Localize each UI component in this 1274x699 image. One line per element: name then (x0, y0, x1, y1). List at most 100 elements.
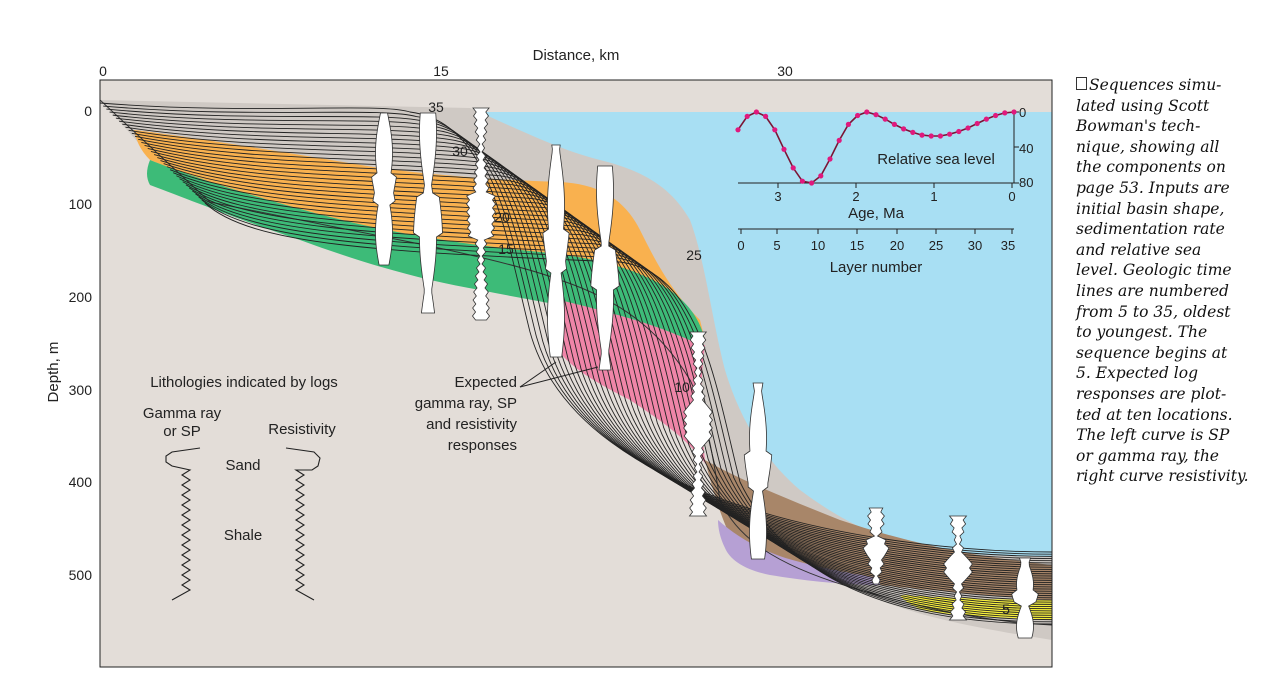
y-axis-title: Depth, m (45, 342, 62, 403)
time-line (195, 193, 1052, 618)
well-log (743, 382, 773, 560)
time-line (160, 160, 1052, 594)
time-line (192, 190, 1052, 616)
resistivity-label: Resistivity (268, 421, 336, 438)
well-log (682, 331, 714, 517)
sea-level-point (947, 131, 953, 137)
sea-level-point (864, 109, 870, 115)
inset-series-label: Relative sea level (877, 151, 995, 168)
legend-resistivity-curve (285, 447, 321, 601)
caption-line: ted at ten locations. (1076, 405, 1233, 424)
callout-line-2: gamma ray, SP (415, 395, 517, 412)
sea-level-point (818, 173, 824, 179)
well-log (542, 144, 570, 358)
sea-level-point (799, 178, 806, 184)
well-logs (371, 107, 1039, 639)
sea-level-point (735, 127, 741, 133)
caption-line: responses are plot- (1076, 384, 1227, 403)
sea-level-point (891, 121, 898, 127)
time-line (204, 202, 1052, 625)
sea-level-point (827, 156, 833, 162)
well-log (371, 112, 397, 266)
callout-line-3: and resistivity (426, 416, 517, 433)
sea-level-point (983, 116, 990, 122)
timeline-label-30: 30 (452, 143, 468, 159)
x-tick-0: 0 (99, 63, 107, 79)
time-line (109, 111, 1052, 559)
callout-line-1: Expected (454, 374, 517, 391)
caption-line: sedimentation rate (1076, 220, 1225, 239)
sea-level-point (753, 109, 760, 115)
time-line (198, 196, 1052, 621)
sea-level-point (937, 133, 944, 139)
sea-level-point (910, 129, 916, 135)
time-line (169, 169, 1052, 601)
callout-leader-1 (519, 361, 557, 388)
sea-level-point (1011, 109, 1017, 115)
x-tick-15: 15 (433, 63, 449, 79)
caption-line: 5. Expected log (1076, 364, 1199, 383)
time-line (141, 141, 1052, 581)
inset-age-tick-0: 0 (1008, 189, 1015, 204)
sea-level-point (809, 180, 815, 186)
well-log (943, 515, 973, 621)
sea-level-point (919, 132, 925, 138)
y-tick-500: 500 (69, 567, 93, 583)
time-line (201, 199, 1052, 623)
layer-tick-20: 20 (890, 238, 904, 253)
sea-level-point (873, 112, 879, 118)
caption-line: and relative sea (1076, 240, 1202, 259)
time-line (134, 135, 1052, 577)
time-line (179, 178, 1052, 607)
layer-tick-15: 15 (850, 238, 864, 253)
lithology-legend-title: Lithologies indicated by logs (150, 374, 338, 391)
sea-level-point (965, 125, 971, 131)
y-tick-0: 0 (84, 103, 92, 119)
sea-level-point (772, 127, 778, 133)
caption-line: The left curve is SP (1076, 426, 1230, 445)
sea-level-point (744, 113, 750, 119)
time-line (144, 144, 1052, 583)
sea-level-point (781, 146, 787, 152)
layer-tick-35: 35 (1001, 238, 1015, 253)
well-log (413, 112, 443, 314)
layer-tick-0: 0 (737, 238, 744, 253)
time-line (173, 172, 1052, 603)
caption-line: nique, showing all (1076, 137, 1220, 156)
time-line (131, 132, 1052, 575)
purple-unit (718, 520, 880, 585)
time-line (185, 184, 1052, 612)
timeline-label-15: 15 (498, 241, 514, 257)
time-line (128, 129, 1052, 573)
inset-age-title: Age, Ma (848, 205, 905, 222)
plot-frame (99, 79, 1053, 668)
inset-right-tick-40: 40 (1019, 141, 1033, 156)
caption-line: right curve resistivity. (1076, 467, 1249, 486)
well-log (590, 165, 620, 371)
time-line (176, 175, 1052, 605)
time-line (112, 114, 1052, 562)
time-line (119, 120, 1052, 566)
gray-sediments (100, 100, 1052, 640)
geologic-time-lines (100, 102, 1052, 625)
caption-line: lines are numbered (1076, 281, 1229, 300)
timeline-label-5: 5 (1002, 601, 1010, 617)
layer-tick-30: 30 (968, 238, 982, 253)
callout-leader-2 (519, 366, 599, 388)
time-line (188, 187, 1052, 614)
sea-level-point (1002, 110, 1008, 116)
sea-level-point (928, 133, 934, 139)
layer-tick-5: 5 (773, 238, 780, 253)
or-sp-label: or SP (163, 423, 201, 440)
caption-line: sequence begins at (1076, 343, 1228, 362)
well-log (1011, 557, 1039, 639)
timeline-label-25: 25 (686, 247, 702, 263)
sea-level-point (855, 112, 861, 119)
sea-level-point (763, 113, 769, 119)
sea-level-point (956, 128, 962, 135)
caption-line: lated using Scott (1076, 96, 1210, 115)
y-tick-200: 200 (69, 289, 93, 305)
sea-level-inset: Relative sea level 0 40 80 3 2 1 0 Age, … (735, 105, 1033, 276)
caption-line: the components on (1076, 158, 1226, 177)
figure-caption: Sequences simu- lated using Scott Bowman… (1076, 75, 1266, 487)
